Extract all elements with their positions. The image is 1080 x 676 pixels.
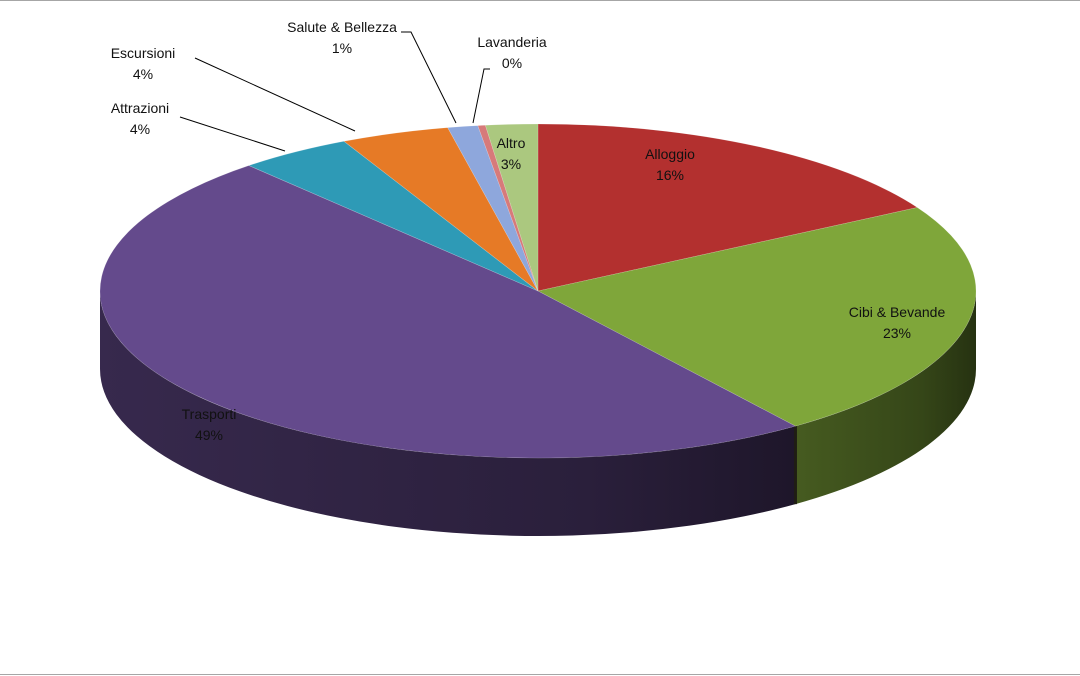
slice-label: Escursioni [111,45,176,61]
pie-slice-escursioni [343,127,539,292]
slice-value-label: 16% [656,167,684,183]
slice-value-label: 3% [501,156,521,172]
pie-slice-salute-bellezza [447,125,539,292]
pie-slice-cibi-bevande [537,207,977,427]
leader-line [472,68,490,124]
slice-label: Cibi & Bevande [849,304,946,320]
slice-label: Altro [497,135,526,151]
pie-slice-alloggio [537,123,919,292]
leader-line [179,116,286,152]
pie-slice-lavanderia [477,124,539,292]
slice-value-label: 4% [130,121,150,137]
leader-line [194,57,356,132]
pie-slice-altro [484,123,539,292]
leader-line [401,31,457,124]
slice-label: Alloggio [645,146,695,162]
pie-side-trasporti [99,291,796,536]
slice-label: Lavanderia [477,34,546,50]
pie-slice-trasporti [99,165,797,459]
slice-value-label: 0% [502,55,522,71]
slice-label: Salute & Bellezza [287,19,397,35]
slice-value-label: 23% [883,325,911,341]
slice-value-label: 49% [195,427,223,443]
slice-label: Attrazioni [111,100,169,116]
pie-slice-attrazioni [248,140,539,292]
slice-label: Trasporti [182,406,237,422]
slice-value-label: 1% [332,40,352,56]
pie-side-cibi-bevande [795,291,976,505]
slice-value-label: 4% [133,66,153,82]
